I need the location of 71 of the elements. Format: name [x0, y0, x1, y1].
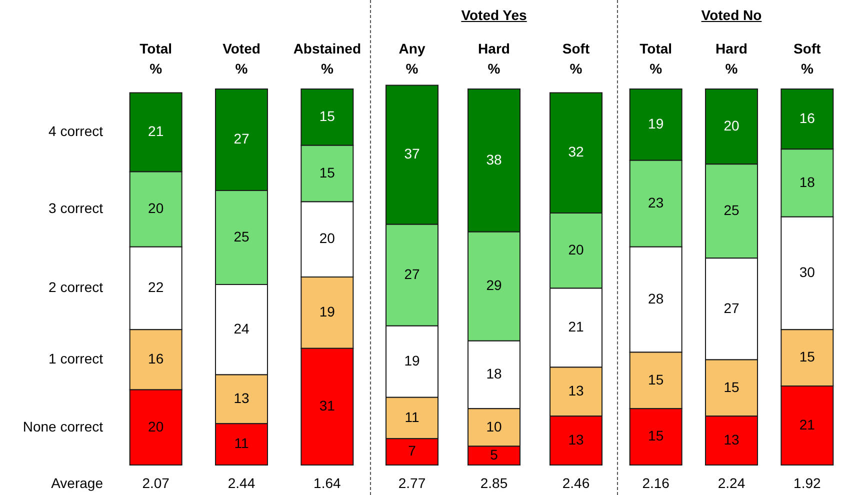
series-label: 1 correct	[48, 350, 104, 367]
data-label: 18	[486, 366, 502, 382]
data-label: 5	[490, 446, 498, 462]
data-label: 30	[799, 264, 816, 280]
data-label: 13	[234, 390, 250, 406]
data-label: 16	[148, 350, 164, 367]
data-label: 13	[568, 382, 584, 399]
data-label: 19	[319, 304, 336, 320]
data-label: 16	[799, 110, 816, 126]
data-label: 15	[648, 371, 664, 388]
data-label: 13	[724, 431, 740, 448]
chart-title: Voted No	[701, 7, 762, 23]
data-label: 24	[234, 320, 250, 336]
data-label: 21	[568, 318, 584, 335]
x-tick-label: Soft %	[794, 40, 822, 76]
x-tick-label: Voted %	[222, 40, 260, 76]
text: 2.77	[398, 474, 426, 491]
text: Average	[51, 474, 104, 491]
x-tick-label: Hard %	[716, 40, 748, 76]
x-tick-label: Hard %	[478, 40, 510, 76]
data-label: 18	[799, 174, 816, 190]
data-label: 19	[404, 352, 420, 368]
series-label: None correct	[22, 418, 104, 434]
data-label: 21	[148, 123, 164, 140]
x-tick-label: Soft %	[562, 40, 590, 76]
x-tick-label: Total %	[640, 40, 672, 76]
data-label: 20	[568, 242, 584, 258]
chart-title: Voted Yes	[461, 7, 527, 23]
x-tick-label: Any %	[398, 40, 426, 76]
series-label: 3 correct	[48, 200, 104, 216]
data-label: 28	[648, 290, 664, 306]
data-label: 15	[319, 164, 336, 180]
text: 2.07	[142, 474, 170, 491]
data-label: 32	[568, 144, 584, 160]
data-label: 20	[148, 200, 164, 216]
text: 2.24	[718, 474, 746, 491]
text: 2.46	[562, 474, 590, 491]
data-label: 25	[234, 228, 250, 244]
data-label: 20	[319, 230, 336, 246]
data-label: 11	[234, 435, 249, 452]
data-label: 22	[148, 279, 164, 296]
data-label: 13	[568, 431, 584, 448]
data-label: 27	[404, 266, 420, 282]
data-label: 25	[724, 202, 740, 218]
data-label: 19	[648, 116, 664, 132]
data-label: 20	[148, 418, 164, 434]
text: 2.85	[480, 474, 508, 491]
data-label: 10	[486, 418, 502, 434]
data-label: 29	[486, 277, 502, 294]
data-label: 21	[799, 416, 816, 432]
data-label: 11	[404, 408, 420, 425]
x-tick-label: Total %	[140, 40, 172, 76]
data-label: 15	[724, 378, 740, 395]
data-label: 23	[648, 194, 664, 211]
text: 1.92	[794, 474, 822, 491]
series-label: 4 correct	[48, 123, 104, 140]
data-label: 15	[799, 348, 816, 365]
text: 1.64	[314, 474, 342, 491]
x-tick-label: Abstained %	[293, 40, 362, 76]
data-label: 37	[404, 146, 420, 162]
data-label: 15	[319, 108, 336, 124]
text: 2.44	[228, 474, 256, 491]
data-label: 38	[486, 151, 502, 168]
data-label: 7	[408, 442, 416, 459]
series-label: 2 correct	[48, 279, 104, 296]
data-label: 27	[724, 300, 740, 316]
data-label: 27	[234, 130, 250, 147]
text: 2.16	[642, 474, 670, 491]
data-label: 15	[648, 428, 664, 444]
data-label: 20	[724, 117, 740, 134]
data-label: 31	[319, 398, 336, 414]
